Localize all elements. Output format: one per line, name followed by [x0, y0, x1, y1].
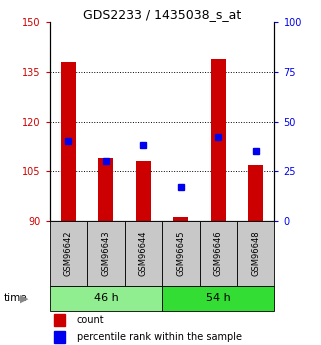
Bar: [237, 221, 274, 286]
Bar: [99, 158, 113, 221]
Text: 54 h: 54 h: [206, 294, 231, 303]
Bar: [50, 221, 87, 286]
Text: GSM96642: GSM96642: [64, 231, 73, 276]
Text: count: count: [77, 315, 104, 325]
Bar: [54, 331, 65, 343]
Text: ▶: ▶: [20, 294, 28, 303]
Bar: [136, 161, 151, 221]
Text: GSM96648: GSM96648: [251, 231, 260, 276]
Text: 46 h: 46 h: [93, 294, 118, 303]
Text: GSM96646: GSM96646: [214, 231, 223, 276]
Bar: [61, 62, 76, 221]
Title: GDS2233 / 1435038_s_at: GDS2233 / 1435038_s_at: [83, 8, 241, 21]
Bar: [54, 314, 65, 326]
Bar: [200, 221, 237, 286]
Bar: [162, 221, 200, 286]
Text: GSM96644: GSM96644: [139, 231, 148, 276]
Bar: [50, 286, 162, 310]
Bar: [173, 217, 188, 221]
Bar: [211, 59, 226, 221]
Bar: [162, 286, 274, 310]
Bar: [87, 221, 125, 286]
Bar: [248, 165, 263, 221]
Text: GSM96645: GSM96645: [176, 231, 185, 276]
Bar: [125, 221, 162, 286]
Text: time: time: [3, 294, 27, 303]
Text: GSM96643: GSM96643: [101, 231, 110, 276]
Text: percentile rank within the sample: percentile rank within the sample: [77, 333, 242, 342]
